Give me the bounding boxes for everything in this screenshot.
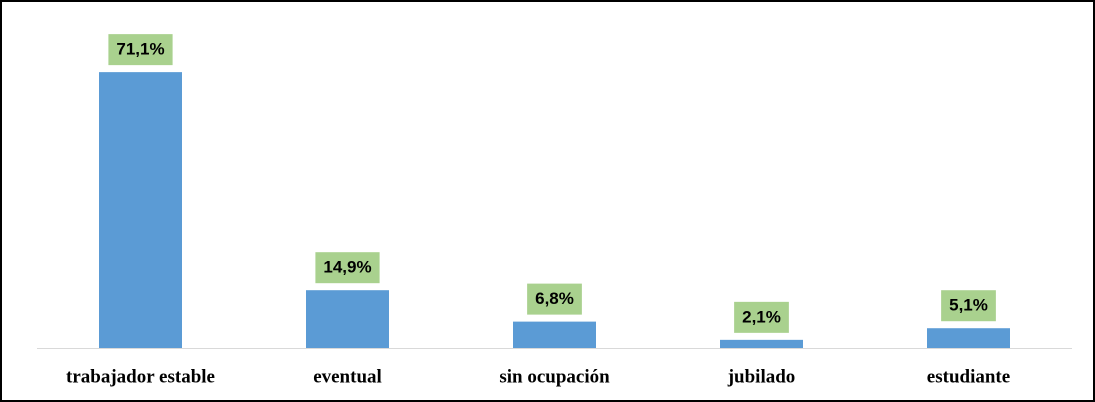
value-label-bg <box>734 301 789 333</box>
x-tick-label: estudiante <box>927 366 1010 387</box>
value-label: 71,1% <box>116 40 164 59</box>
bar <box>99 72 182 348</box>
value-label-bg <box>941 290 996 322</box>
x-tick-label: trabajador estable <box>66 366 215 387</box>
value-label: 2,1% <box>742 307 781 326</box>
value-label-bg <box>315 252 380 284</box>
value-label-bg <box>108 34 173 66</box>
x-tick-label: sin ocupación <box>499 366 610 387</box>
bar <box>927 328 1010 348</box>
x-tick-label: eventual <box>313 366 382 387</box>
value-label: 14,9% <box>323 258 371 277</box>
bar <box>720 339 803 348</box>
value-label: 5,1% <box>949 296 988 315</box>
value-label-bg <box>527 283 582 315</box>
x-tick-label: jubilado <box>727 366 796 387</box>
bar <box>306 290 389 348</box>
bar <box>513 321 596 348</box>
value-label: 6,8% <box>535 289 574 308</box>
